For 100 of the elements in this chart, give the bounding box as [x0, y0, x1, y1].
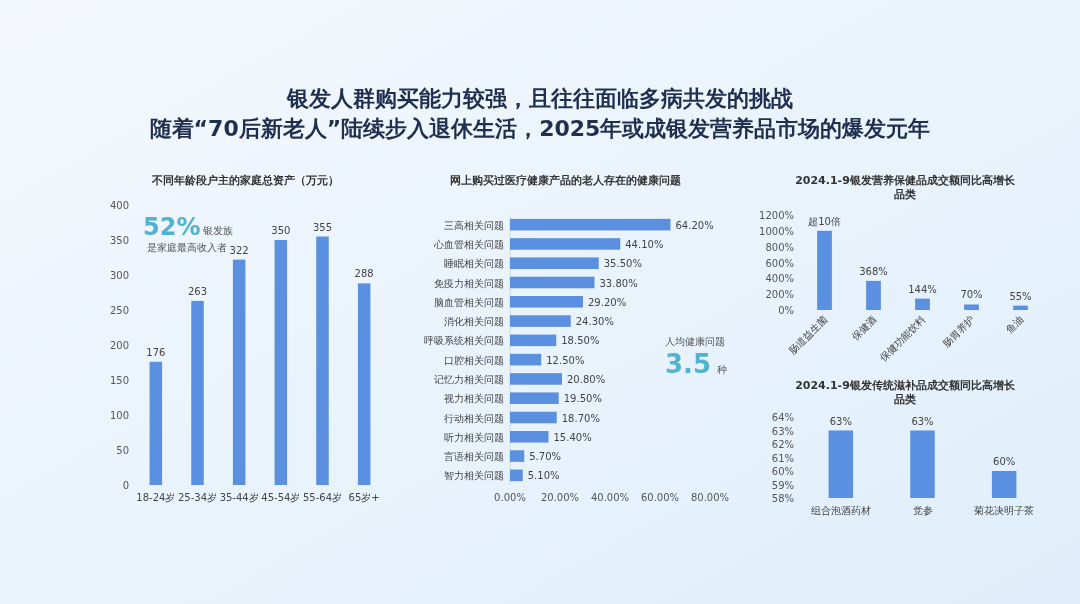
y-tick-label: 0 — [122, 480, 129, 491]
data-label: 263 — [187, 285, 208, 297]
bar — [191, 300, 204, 485]
x-tick-label: 肠道益生菌 — [786, 313, 830, 357]
data-label: 350 — [271, 225, 291, 236]
bar — [316, 236, 329, 485]
y-tick-label: 600% — [765, 257, 794, 269]
bar — [510, 411, 557, 424]
x-tick-label: 45-54岁 — [261, 492, 301, 503]
y-tick-label: 400% — [765, 273, 794, 285]
bar — [510, 353, 542, 366]
y-tick-label: 消化相关问题 — [444, 316, 504, 328]
y-tick-label: 1000% — [759, 225, 794, 237]
bar — [510, 373, 562, 385]
y-tick-label: 64% — [771, 412, 794, 423]
x-tick-label: 保健功能饮料 — [877, 313, 928, 364]
bar — [510, 218, 671, 231]
chart-title: 2024.1-9银发传统滋补品成交额同比高增长品类 — [795, 379, 1016, 406]
data-label: 368% — [859, 265, 888, 277]
chart-title: 网上购买过医疗健康产品的老人存在的健康问题 — [449, 174, 681, 187]
y-tick-label: 听力相关问题 — [444, 431, 504, 443]
y-tick-label: 呼吸系统相关问题 — [424, 335, 504, 347]
text: 种 — [717, 363, 727, 375]
x-tick-label: 组合泡酒药材 — [810, 505, 871, 516]
x-tick-label: 40.00% — [590, 492, 630, 503]
y-tick-label: 61% — [771, 452, 794, 464]
bar — [274, 240, 288, 485]
bar — [510, 392, 559, 404]
bar — [1013, 305, 1028, 310]
x-tick-label: 18-24岁 — [136, 492, 176, 503]
y-tick-label: 250 — [109, 305, 129, 316]
y-tick-label: 50 — [116, 445, 129, 456]
bar — [510, 296, 583, 308]
y-tick-label: 200% — [765, 289, 794, 301]
x-tick-label: 20.00% — [540, 492, 580, 503]
y-tick-label: 350 — [109, 235, 129, 246]
data-label: 15.40% — [553, 431, 592, 443]
bar — [510, 315, 571, 327]
y-tick-label: 言语相关问题 — [444, 451, 504, 463]
annotation: 52% — [143, 213, 201, 241]
x-tick-label: 保健酒 — [849, 313, 879, 343]
data-label: 44.10% — [625, 238, 664, 250]
y-tick-label: 行动相关问题 — [444, 412, 504, 424]
y-tick-label: 300 — [109, 270, 129, 281]
data-label: 18.70% — [561, 412, 600, 424]
data-label: 33.80% — [599, 277, 638, 289]
y-tick-label: 免疫力相关问题 — [434, 277, 504, 289]
y-tick-label: 59% — [771, 479, 794, 491]
y-tick-label: 100 — [109, 410, 129, 421]
x-tick-label: 80.00% — [690, 492, 730, 503]
data-label: 176 — [146, 346, 166, 358]
x-tick-label: 65岁+ — [348, 492, 380, 503]
text: 随着“70后新老人”陆续步入退休生活，2025年或成银发营养品市场的爆发元年 — [149, 116, 931, 141]
x-tick-label: 肠胃养护 — [940, 313, 977, 350]
data-label: 355 — [312, 221, 333, 233]
y-tick-label: 心血管相关问题 — [433, 238, 504, 250]
data-label: 29.20% — [588, 296, 627, 308]
annotation: 银发族 — [202, 225, 233, 236]
bar — [915, 298, 930, 310]
data-label: 144% — [908, 283, 937, 295]
data-label: 12.50% — [546, 354, 585, 366]
y-tick-label: 150 — [109, 375, 129, 386]
y-tick-label: 60% — [771, 466, 794, 477]
x-tick-label: 菊花决明子茶 — [974, 505, 1035, 516]
y-tick-label: 记忆力相关问题 — [434, 373, 504, 385]
bar — [232, 259, 246, 485]
chart-title: 2024.1-9银发营养保健品成交额同比高增长品类 — [795, 174, 1016, 201]
y-tick-label: 口腔相关问题 — [444, 354, 504, 366]
x-tick-label: 55-64岁 — [302, 492, 343, 503]
chart-title: 不同年龄段户主的家庭总资产（万元） — [150, 174, 339, 187]
data-label: 5.70% — [529, 451, 562, 463]
data-label: 24.30% — [575, 316, 614, 328]
text: 银发人群购买能力较强，且往往面临多病共发的挑战 — [286, 86, 793, 111]
data-label: 63% — [829, 415, 852, 427]
data-label: 18.50% — [561, 335, 600, 347]
bar — [510, 450, 525, 462]
bar — [817, 230, 832, 310]
y-tick-label: 63% — [771, 425, 794, 437]
bar — [510, 276, 595, 289]
x-tick-label: 25-34岁 — [177, 492, 218, 503]
data-label: 60% — [993, 456, 1016, 467]
x-tick-label: 60.00% — [640, 492, 680, 503]
y-tick-label: 800% — [765, 241, 794, 253]
x-tick-label: 党参 — [912, 505, 933, 516]
data-label: 70% — [960, 289, 983, 301]
y-tick-label: 脑血管相关问题 — [434, 296, 504, 308]
x-tick-label: 0.00% — [494, 492, 526, 503]
data-label: 35.50% — [603, 258, 642, 270]
annotation: 3.5 — [665, 348, 712, 379]
x-tick-label: 35-44岁 — [219, 492, 259, 503]
bar — [357, 283, 371, 485]
y-tick-label: 200 — [109, 340, 129, 351]
data-label: 19.50% — [563, 393, 602, 405]
bar — [510, 334, 557, 347]
x-tick-label: 鱼油 — [1003, 313, 1026, 336]
bar — [510, 238, 621, 250]
annotation: 是家庭最高收入者 — [147, 242, 227, 253]
y-tick-label: 智力相关问题 — [444, 470, 504, 482]
annotation: 人均健康问题 — [665, 335, 725, 347]
bar — [964, 304, 979, 310]
